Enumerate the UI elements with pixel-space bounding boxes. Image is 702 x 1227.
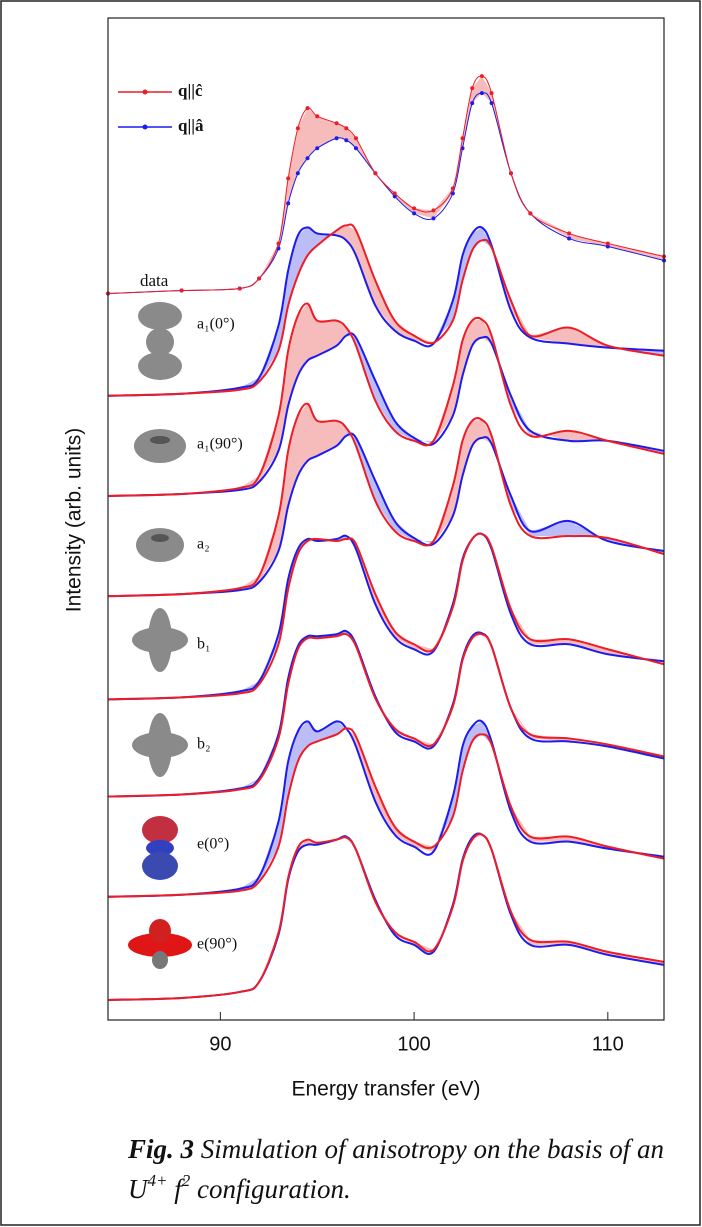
data-point: [490, 91, 494, 95]
data-point: [354, 136, 358, 140]
simulation-line: [108, 631, 664, 797]
legend-marker: [143, 125, 148, 130]
caption-text: Simulation of anisotropy on the basis of…: [201, 1134, 664, 1164]
caption-end: configuration.: [197, 1174, 351, 1204]
simulation-line: [108, 728, 664, 896]
data-point: [335, 136, 339, 140]
difference-fill: [511, 173, 530, 213]
panel-label: e(0°): [197, 836, 229, 853]
panel-label: a₁(90°): [197, 436, 243, 453]
data-point: [373, 171, 377, 175]
data-point: [606, 241, 610, 245]
data-point: [306, 156, 310, 160]
data-point: [315, 114, 319, 118]
data-point: [335, 121, 339, 125]
x-axis-label: Energy transfer (eV): [291, 1078, 480, 1101]
caption-line-2: U4+ f2 configuration.: [128, 1171, 351, 1204]
data-point: [509, 171, 513, 175]
legend-label: q||â: [178, 116, 204, 135]
difference-fill: [182, 631, 376, 794]
data-point: [286, 176, 290, 180]
difference-fill: [356, 338, 414, 441]
difference-fill: [259, 840, 336, 982]
data-point: [470, 86, 474, 90]
plot: data a₁(0°) a₁(90°) a₂ b₁ b₂ e(0°) e(90°) q||ĉ q|…: [106, 74, 666, 1000]
difference-fill: [492, 436, 608, 541]
figure: data a₁(0°) a₁(90°) a₂ b₁ b₂ e(0°) e(90°) q||ĉ q|…: [0, 0, 702, 1227]
panel-label: a₂: [197, 536, 210, 553]
difference-fill: [375, 900, 433, 952]
data-point: [431, 208, 435, 212]
data-point: [431, 216, 435, 220]
difference-fill: [108, 279, 259, 294]
difference-fill: [337, 225, 434, 343]
data-point: [480, 74, 484, 78]
data-point: [276, 241, 280, 245]
data-point: [451, 186, 455, 190]
data-point: [257, 277, 261, 281]
difference-fill: [492, 336, 531, 436]
data-point: [296, 171, 300, 175]
difference-fill: [337, 837, 376, 902]
data-point: [180, 289, 184, 293]
difference-fill: [356, 438, 414, 541]
caption-ion: U: [128, 1174, 149, 1204]
data-point: [344, 138, 348, 142]
data-point: [480, 91, 484, 95]
data-point: [567, 231, 571, 235]
panel-label: b₂: [197, 736, 211, 753]
data-point: [344, 126, 348, 130]
caption-charge: 4+: [148, 1171, 168, 1190]
data-point: [470, 101, 474, 105]
data-point: [490, 101, 494, 105]
orbital-icons: [128, 302, 192, 969]
x-tick-label: 100: [397, 1033, 430, 1055]
data-point: [461, 136, 465, 140]
legend-label: q||ĉ: [178, 81, 203, 100]
caption-label: Fig. 3: [127, 1134, 194, 1164]
legend-marker: [143, 90, 148, 95]
panel-label: b₁: [197, 636, 211, 653]
data-line: [108, 76, 664, 294]
simulation-line: [108, 834, 664, 1000]
panel-label: e(90°): [197, 936, 237, 953]
difference-fill: [530, 213, 664, 260]
y-axis-label: Intensity (arb. units): [63, 428, 86, 612]
data-point: [393, 191, 397, 195]
data-label: data: [140, 271, 169, 290]
data-point: [306, 106, 310, 110]
panel-label: a₁(0°): [197, 316, 235, 333]
data-point: [286, 201, 290, 205]
difference-fill: [492, 741, 608, 848]
data-point: [238, 287, 242, 291]
difference-fill: [433, 539, 472, 651]
simulation-line: [108, 534, 664, 700]
data-point: [296, 126, 300, 130]
caption: Fig. 3 Simulation of anisotropy on the b…: [127, 1134, 664, 1164]
simulation-line: [108, 834, 664, 1000]
x-tick-label: 110: [592, 1033, 624, 1055]
difference-fill: [182, 227, 337, 393]
data-point: [567, 236, 571, 240]
difference-fill: [453, 633, 492, 706]
data-point: [528, 211, 532, 215]
data-point: [412, 206, 416, 210]
data-point: [315, 146, 319, 150]
data-point: [354, 146, 358, 150]
data-point: [412, 211, 416, 215]
x-tick-label: 90: [209, 1033, 231, 1055]
